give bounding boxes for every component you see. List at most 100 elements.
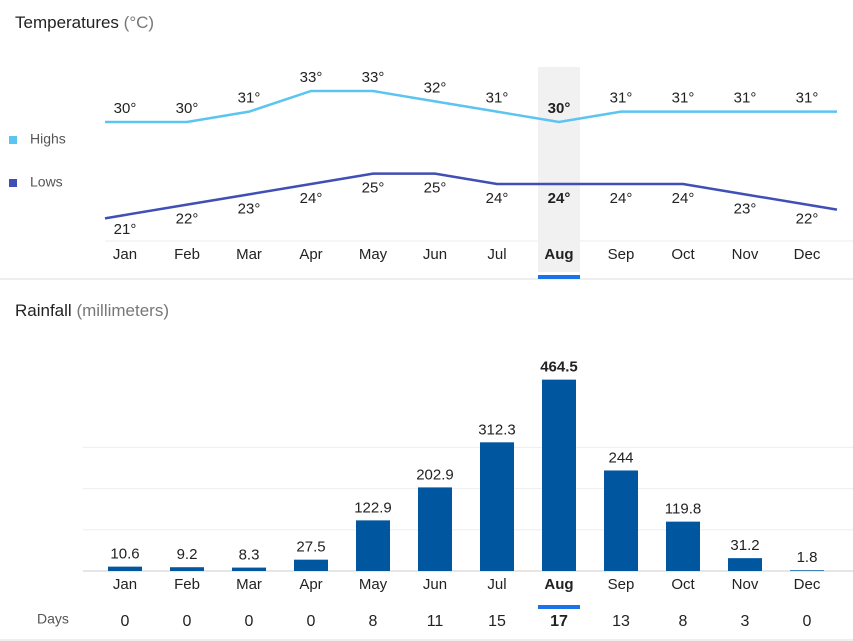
data-label: 24° xyxy=(548,190,571,207)
month-label: Sep xyxy=(608,576,635,593)
month-label: Dec xyxy=(794,576,821,593)
data-label: 31° xyxy=(796,90,819,107)
data-label: 22° xyxy=(796,211,819,228)
data-label: 244 xyxy=(608,449,633,466)
month-label: Jan xyxy=(113,246,137,263)
month-label: Mar xyxy=(236,576,262,593)
month-label: Mar xyxy=(236,246,262,263)
data-label: 21° xyxy=(114,221,137,238)
bar xyxy=(108,566,142,571)
month-label: Nov xyxy=(732,246,759,263)
days-value: 8 xyxy=(369,613,378,630)
data-label: 30° xyxy=(176,100,199,117)
bar xyxy=(480,442,514,571)
data-label: 22° xyxy=(176,211,199,228)
data-label: 31° xyxy=(734,90,757,107)
days-value: 0 xyxy=(245,613,254,630)
data-label: 24° xyxy=(486,190,509,207)
month-label: Jun xyxy=(423,246,447,263)
series-line xyxy=(124,172,808,217)
title-unit: (millimeters) xyxy=(76,301,169,320)
bar xyxy=(232,567,266,571)
title-unit: (°C) xyxy=(124,13,154,32)
line-extension xyxy=(806,203,838,211)
data-label: 31° xyxy=(610,90,633,107)
selected-underline xyxy=(538,275,580,279)
data-label: 23° xyxy=(238,200,261,217)
data-label: 33° xyxy=(300,69,323,86)
bar xyxy=(170,567,204,571)
month-label: Sep xyxy=(608,246,635,263)
month-label: Jun xyxy=(423,576,447,593)
month-label: Apr xyxy=(299,576,322,593)
month-label: Feb xyxy=(174,246,200,263)
data-label: 32° xyxy=(424,79,447,96)
data-label: 122.9 xyxy=(354,499,392,516)
bar xyxy=(790,570,824,571)
data-label: 8.3 xyxy=(239,547,260,564)
data-label: 31° xyxy=(672,90,695,107)
days-value: 0 xyxy=(183,613,192,630)
bar xyxy=(542,379,576,571)
days-value: 0 xyxy=(307,613,316,630)
days-value: 3 xyxy=(741,613,750,630)
data-label: 10.6 xyxy=(110,546,139,563)
data-label: 24° xyxy=(610,190,633,207)
month-label: Jan xyxy=(113,576,137,593)
legend-label: Highs xyxy=(30,131,66,147)
data-label: 31° xyxy=(238,90,261,107)
month-label: Jul xyxy=(487,246,506,263)
title-text: Temperatures xyxy=(15,13,119,32)
days-value: 13 xyxy=(612,613,630,630)
month-label: Dec xyxy=(794,246,821,263)
data-label: 30° xyxy=(114,100,137,117)
data-label: 30° xyxy=(548,100,571,117)
legend-swatch xyxy=(9,136,17,144)
month-label: Aug xyxy=(544,246,573,263)
month-label: May xyxy=(359,576,388,593)
data-label: 119.8 xyxy=(665,501,701,518)
data-label: 9.2 xyxy=(177,546,198,563)
data-label: 24° xyxy=(300,190,323,207)
series-line xyxy=(125,89,807,124)
data-label: 202.9 xyxy=(416,466,454,483)
days-value: 15 xyxy=(488,613,506,630)
data-label: 25° xyxy=(362,180,385,197)
month-label: Oct xyxy=(671,246,695,263)
rainfall-title: Rainfall (millimeters) xyxy=(15,301,169,320)
data-label: 27.5 xyxy=(296,539,325,556)
data-label: 25° xyxy=(424,180,447,197)
selected-underline xyxy=(538,605,580,609)
days-label: Days xyxy=(37,611,69,627)
selected-column xyxy=(538,67,580,272)
data-label: 23° xyxy=(734,200,757,217)
month-label: Oct xyxy=(671,576,695,593)
bar xyxy=(728,558,762,571)
month-label: Aug xyxy=(544,576,573,593)
month-label: Jul xyxy=(487,576,506,593)
bar xyxy=(604,470,638,571)
bar xyxy=(294,559,328,571)
bar xyxy=(356,520,390,571)
month-label: Apr xyxy=(299,246,322,263)
temperature-title: Temperatures (°C) xyxy=(15,13,154,32)
title-text: Rainfall xyxy=(15,301,72,320)
data-label: 33° xyxy=(362,69,385,86)
legend-label: Lows xyxy=(30,174,63,190)
bar xyxy=(666,521,700,571)
days-value: 17 xyxy=(550,613,568,630)
legend-swatch xyxy=(9,179,17,187)
days-value: 11 xyxy=(427,613,444,630)
days-value: 0 xyxy=(121,613,130,630)
days-value: 0 xyxy=(803,613,812,630)
month-label: Feb xyxy=(174,576,200,593)
line-extension xyxy=(104,213,126,220)
month-label: Nov xyxy=(732,576,759,593)
month-label: May xyxy=(359,246,388,263)
days-value: 8 xyxy=(679,613,688,630)
data-label: 31° xyxy=(486,90,509,107)
data-label: 1.8 xyxy=(797,549,818,566)
data-label: 464.5 xyxy=(540,359,578,376)
